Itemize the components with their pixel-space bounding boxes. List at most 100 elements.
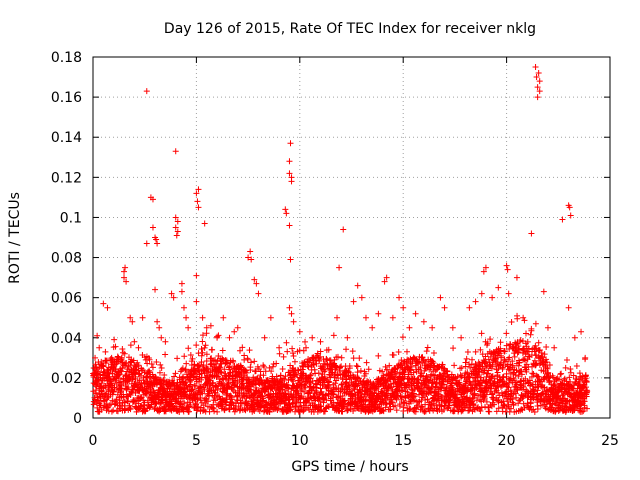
band-point xyxy=(231,382,238,389)
band-point xyxy=(181,353,188,360)
band-point xyxy=(201,344,208,351)
band-point xyxy=(95,397,102,404)
band-point xyxy=(222,405,229,412)
data-point xyxy=(533,74,540,81)
data-point xyxy=(283,210,290,217)
data-point xyxy=(571,334,578,341)
data-point xyxy=(383,274,390,281)
band-point xyxy=(219,388,226,395)
band-point xyxy=(398,357,405,364)
band-point xyxy=(535,373,542,380)
band-point xyxy=(448,371,455,378)
data-point xyxy=(336,264,343,271)
band-point xyxy=(226,406,233,413)
band-point xyxy=(343,376,350,383)
band-point xyxy=(143,374,150,381)
band-point xyxy=(287,390,294,397)
band-point xyxy=(474,373,481,380)
band-point xyxy=(410,369,417,376)
band-point xyxy=(582,373,589,380)
band-point xyxy=(407,405,414,412)
band-point xyxy=(410,390,417,397)
data-point xyxy=(276,344,283,351)
data-point xyxy=(482,264,489,271)
band-point xyxy=(130,357,137,364)
band-point xyxy=(104,394,111,401)
x-tick-label: 25 xyxy=(601,433,619,449)
band-point xyxy=(523,330,530,337)
band-point xyxy=(506,354,513,361)
band-point xyxy=(541,351,548,358)
data-point xyxy=(582,354,589,361)
band-point xyxy=(494,397,501,404)
band-point xyxy=(199,332,206,339)
band-point xyxy=(158,364,165,371)
band-point xyxy=(583,405,590,412)
band-point xyxy=(495,405,502,412)
data-point xyxy=(389,314,396,321)
band-point xyxy=(246,393,253,400)
band-point xyxy=(431,362,438,369)
data-point xyxy=(195,186,202,193)
band-point xyxy=(393,407,400,414)
band-point xyxy=(188,387,195,394)
data-point xyxy=(381,278,388,285)
band-point xyxy=(301,388,308,395)
band-point xyxy=(425,384,432,391)
x-tick-label: 15 xyxy=(394,433,412,449)
data-point xyxy=(290,318,297,325)
data-point xyxy=(247,248,254,255)
band-point xyxy=(302,384,309,391)
band-point xyxy=(412,393,419,400)
data-point xyxy=(325,346,332,353)
band-point xyxy=(279,386,286,393)
data-point xyxy=(139,314,146,321)
data-point xyxy=(334,314,341,321)
chart-title: Day 126 of 2015, Rate Of TEC Index for r… xyxy=(164,21,536,37)
band-point xyxy=(508,318,515,325)
band-point xyxy=(331,386,338,393)
band-point xyxy=(458,364,465,371)
data-point xyxy=(369,324,376,331)
band-point xyxy=(322,392,329,399)
band-point xyxy=(546,377,553,384)
band-point xyxy=(112,343,119,350)
band-point xyxy=(546,396,553,403)
band-point xyxy=(315,370,322,377)
band-point xyxy=(493,408,500,415)
data-point xyxy=(400,304,407,311)
band-point xyxy=(473,385,480,392)
data-point xyxy=(534,84,541,91)
band-point xyxy=(509,358,516,365)
data-point xyxy=(578,328,585,335)
band-point xyxy=(350,407,357,414)
data-point xyxy=(286,170,293,177)
band-point xyxy=(199,349,206,356)
band-point xyxy=(257,368,264,375)
band-point xyxy=(506,346,513,353)
band-point xyxy=(103,357,110,364)
band-point xyxy=(487,377,494,384)
band-point xyxy=(572,380,579,387)
y-tick-label: 0.06 xyxy=(51,291,82,307)
band-point xyxy=(246,347,253,354)
band-point xyxy=(304,363,311,370)
band-point xyxy=(116,397,123,404)
band-point xyxy=(390,351,397,358)
band-point xyxy=(567,378,574,385)
band-point xyxy=(322,366,329,373)
band-point xyxy=(211,408,218,415)
data-point xyxy=(154,240,161,247)
band-point xyxy=(419,354,426,361)
band-point xyxy=(531,348,538,355)
band-point xyxy=(313,384,320,391)
band-point xyxy=(330,391,337,398)
data-point xyxy=(174,218,181,225)
band-point xyxy=(522,357,529,364)
data-point xyxy=(489,294,496,301)
band-point xyxy=(430,400,437,407)
band-point xyxy=(439,361,446,368)
data-point xyxy=(220,314,227,321)
band-point xyxy=(172,370,179,377)
